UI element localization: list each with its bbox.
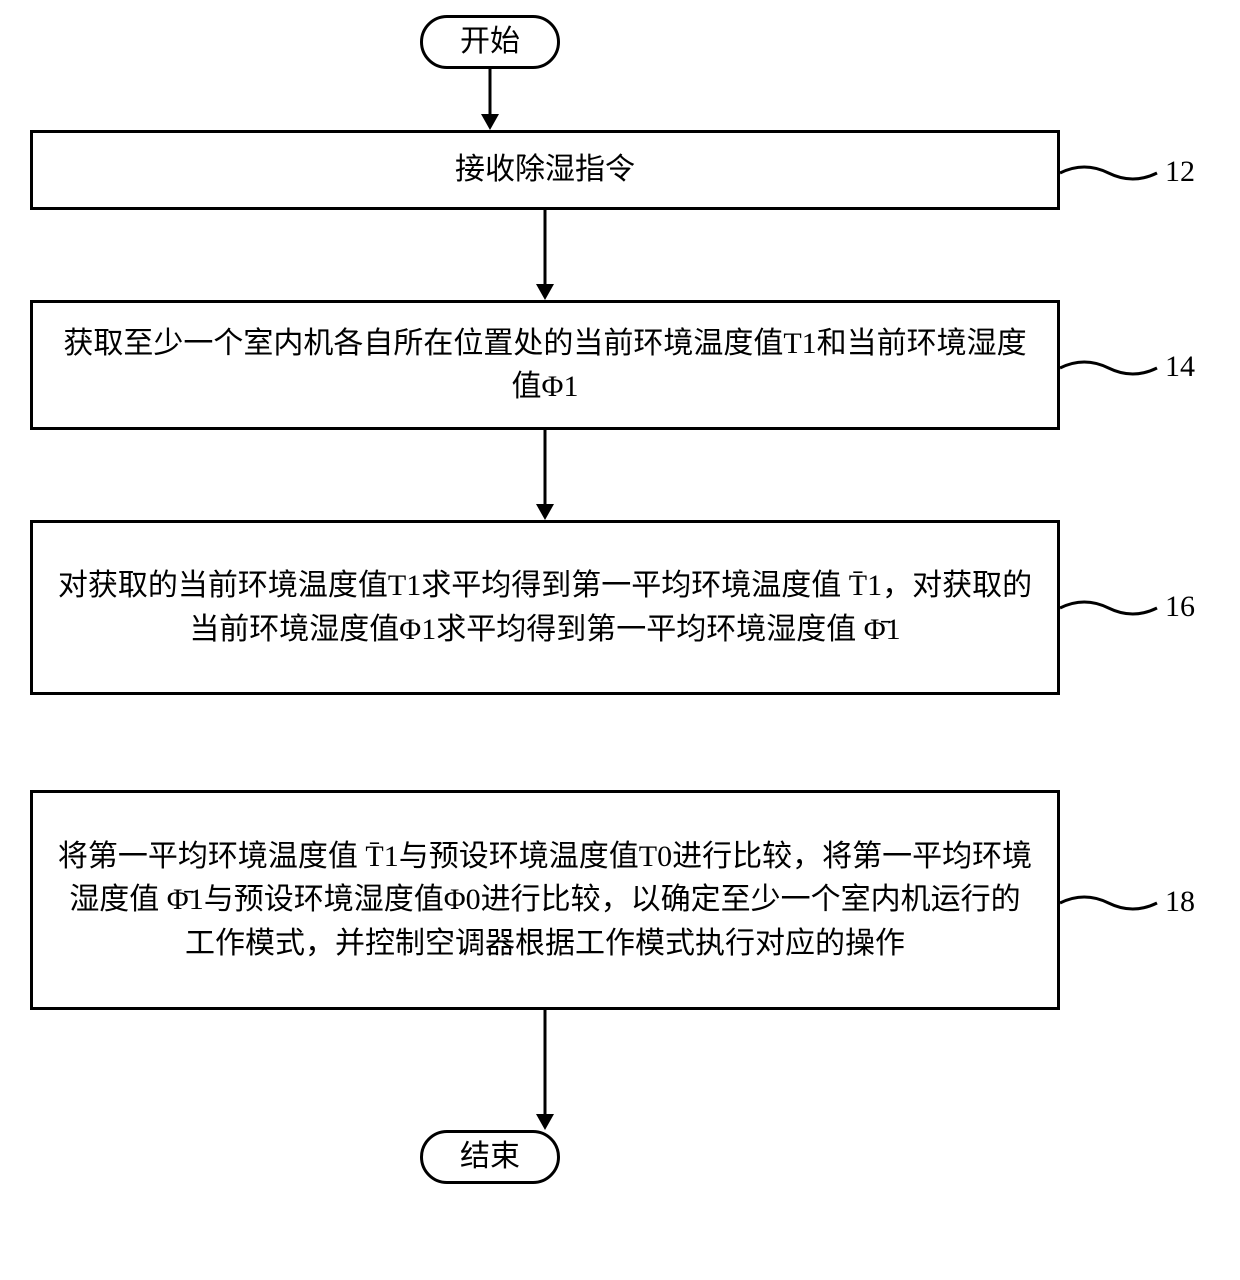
step-14: 获取至少一个室内机各自所在位置处的当前环境温度值T1和当前环境湿度值Φ1 (30, 300, 1060, 430)
end-label: 结束 (423, 1135, 557, 1179)
ref-16: 16 (1165, 590, 1195, 624)
start-terminal: 开始 (420, 15, 560, 69)
step-14-text: 获取至少一个室内机各自所在位置处的当前环境温度值T1和当前环境湿度值Φ1 (57, 322, 1033, 409)
step-18: 将第一平均环境温度值 T̄1与预设环境温度值T0进行比较，将第一平均环境湿度值 … (30, 790, 1060, 1010)
step-16-text: 对获取的当前环境温度值T1求平均得到第一平均环境温度值 T̄1，对获取的当前环境… (57, 564, 1033, 651)
ref-14: 14 (1165, 350, 1195, 384)
end-terminal: 结束 (420, 1130, 560, 1184)
ref-18: 18 (1165, 885, 1195, 919)
step-12-text: 接收除湿指令 (57, 148, 1033, 192)
step-12: 接收除湿指令 (30, 130, 1060, 210)
flowchart-canvas: 开始 结束 接收除湿指令 获取至少一个室内机各自所在位置处的当前环境温度值T1和… (0, 0, 1240, 1280)
ref-12: 12 (1165, 155, 1195, 189)
step-18-text: 将第一平均环境温度值 T̄1与预设环境温度值T0进行比较，将第一平均环境湿度值 … (57, 835, 1033, 966)
start-label: 开始 (423, 20, 557, 64)
step-16: 对获取的当前环境温度值T1求平均得到第一平均环境温度值 T̄1，对获取的当前环境… (30, 520, 1060, 695)
